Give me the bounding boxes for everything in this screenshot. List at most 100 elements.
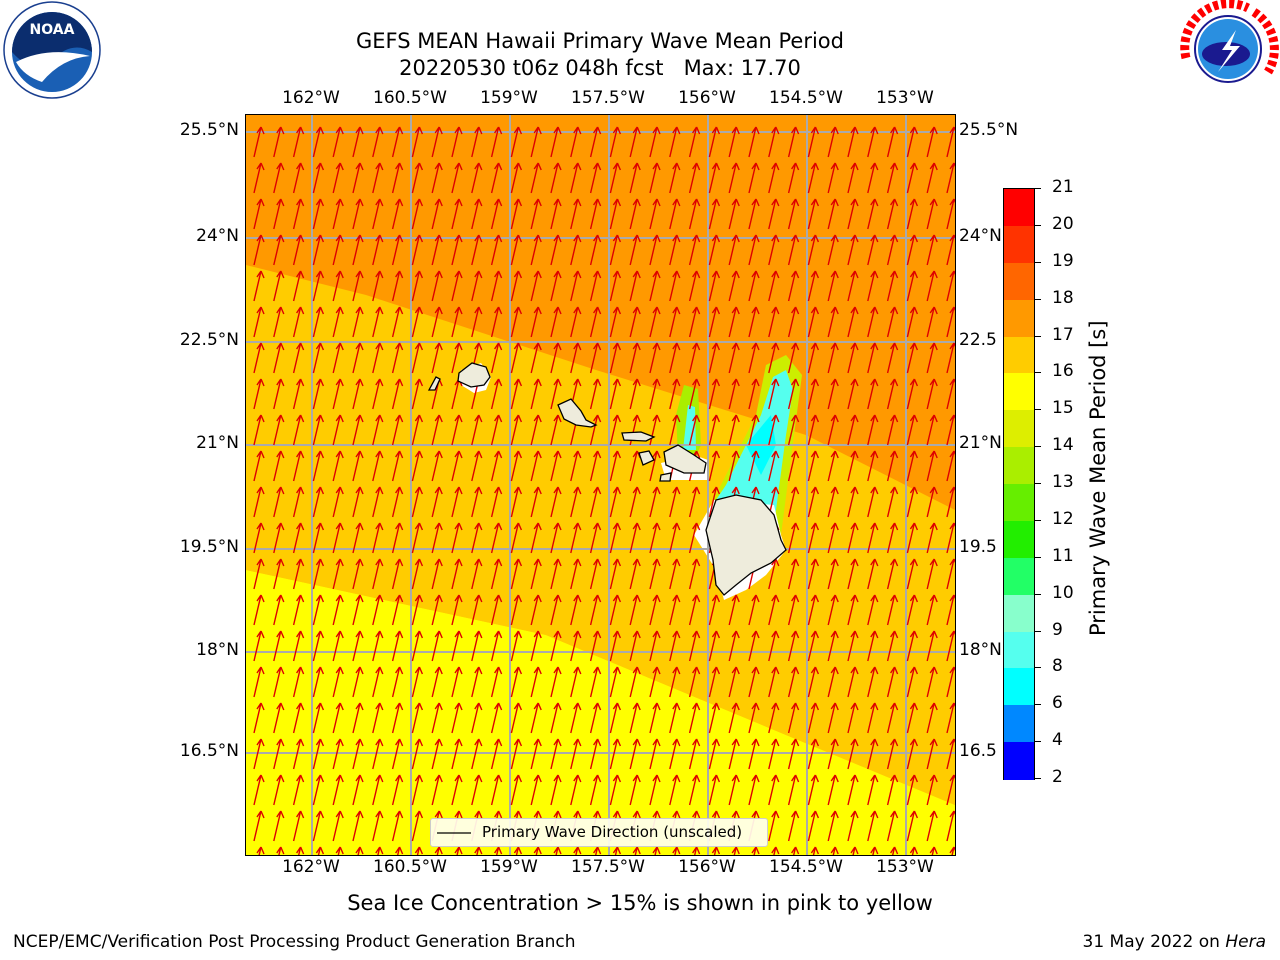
wave-arrow xyxy=(570,702,582,734)
wave-arrow xyxy=(827,162,839,194)
colorbar-tick-mark xyxy=(1034,188,1041,189)
wave-arrow xyxy=(609,198,622,230)
wave-arrow xyxy=(431,270,443,302)
wave-arrow xyxy=(510,774,523,806)
colorbar-band xyxy=(1004,705,1034,743)
wave-arrow xyxy=(471,738,483,770)
wave-arrow xyxy=(550,702,562,734)
wave-arrow xyxy=(731,846,740,855)
wave-arrow xyxy=(787,162,800,194)
wave-arrow xyxy=(332,810,344,842)
wave-arrow xyxy=(530,774,542,806)
wave-arrow xyxy=(649,450,661,482)
wave-arrow xyxy=(550,306,562,338)
wave-arrow xyxy=(372,414,384,446)
wave-arrow xyxy=(589,378,602,410)
wave-arrow xyxy=(926,810,938,842)
colorbar-band xyxy=(1004,225,1034,264)
wave-arrow xyxy=(768,414,780,446)
wave-arrow xyxy=(332,558,344,590)
wave-arrow xyxy=(312,414,325,446)
wave-arrow xyxy=(312,738,325,770)
wave-arrow xyxy=(391,630,404,662)
wave-arrow xyxy=(312,378,325,410)
lat-tick-label: 25.5°N xyxy=(959,120,1019,140)
wave-arrow xyxy=(791,846,800,855)
wave-arrow xyxy=(669,558,681,590)
wave-arrow xyxy=(411,342,424,374)
wave-arrow xyxy=(292,666,305,698)
wave-arrow xyxy=(490,378,503,410)
wave-arrow xyxy=(847,522,859,554)
wave-arrow xyxy=(391,774,404,806)
wave-arrow xyxy=(906,522,919,554)
wave-arrow xyxy=(906,810,919,842)
wave-arrow xyxy=(589,414,602,446)
wave-arrow xyxy=(890,846,899,855)
wave-arrow xyxy=(847,774,859,806)
wave-arrow xyxy=(292,162,305,194)
wave-arrow xyxy=(669,162,681,194)
wave-arrow xyxy=(728,162,740,194)
wave-arrow xyxy=(807,738,820,770)
wave-arrow xyxy=(827,522,839,554)
footer-branch: NCEP/EMC/Verification Post Processing Pr… xyxy=(13,932,576,952)
wave-arrow xyxy=(886,594,899,626)
legend-label: Primary Wave Direction (unscaled) xyxy=(482,823,743,841)
wave-arrow xyxy=(273,666,285,698)
wave-arrow xyxy=(292,630,305,662)
wave-arrow xyxy=(391,594,404,626)
lon-tick-label: 157.5°W xyxy=(571,88,645,108)
wave-arrow xyxy=(352,594,364,626)
colorbar-tick-mark xyxy=(1034,298,1041,300)
wave-arrow xyxy=(886,558,899,590)
big-island xyxy=(705,494,787,596)
wave-arrow xyxy=(629,486,641,518)
wave-arrow xyxy=(867,558,879,590)
wave-arrow xyxy=(688,378,701,410)
wave-arrow xyxy=(827,594,839,626)
wave-arrow xyxy=(431,414,443,446)
lon-tick-label: 162°W xyxy=(282,88,340,108)
wave-arrow xyxy=(708,666,721,698)
wave-arrow xyxy=(312,666,325,698)
wave-arrow xyxy=(570,666,582,698)
sea-ice-caption: Sea Ice Concentration > 15% is shown in … xyxy=(347,891,933,915)
wave-arrow xyxy=(906,594,919,626)
wave-arrow xyxy=(312,198,325,230)
wave-arrow xyxy=(589,234,602,266)
colorbar-tick-mark xyxy=(1034,741,1041,743)
wave-arrow xyxy=(451,162,463,194)
lon-tick-label: 154.5°W xyxy=(769,88,843,108)
wave-arrow xyxy=(431,774,443,806)
wave-arrow xyxy=(273,558,285,590)
wave-arrow xyxy=(946,270,955,302)
wave-arrow xyxy=(768,234,780,266)
wave-arrow xyxy=(847,270,859,302)
wave-arrow xyxy=(906,486,919,518)
wave-arrow xyxy=(530,198,542,230)
wave-arrow xyxy=(372,306,384,338)
wave-arrow xyxy=(589,162,602,194)
wave-arrow xyxy=(391,198,404,230)
wave-arrow xyxy=(530,306,542,338)
wave-arrow xyxy=(292,558,305,590)
wave-arrow xyxy=(573,846,582,855)
wave-arrow xyxy=(787,738,800,770)
wave-arrow xyxy=(411,666,424,698)
colorbar-band xyxy=(1004,373,1034,411)
lon-tick-label: 156°W xyxy=(678,88,736,108)
wave-arrow xyxy=(391,342,404,374)
wave-arrow xyxy=(946,126,955,158)
wave-arrow xyxy=(352,522,364,554)
wave-arrow xyxy=(926,666,938,698)
wave-arrow xyxy=(807,774,820,806)
wave-arrow xyxy=(787,666,800,698)
colorbar-tick-mark xyxy=(1034,519,1041,521)
wave-arrow xyxy=(451,666,463,698)
wave-arrow xyxy=(847,198,859,230)
wave-arrow xyxy=(629,630,641,662)
wave-arrow xyxy=(253,486,265,518)
wave-arrow xyxy=(253,558,265,590)
wave-arrow xyxy=(886,522,899,554)
